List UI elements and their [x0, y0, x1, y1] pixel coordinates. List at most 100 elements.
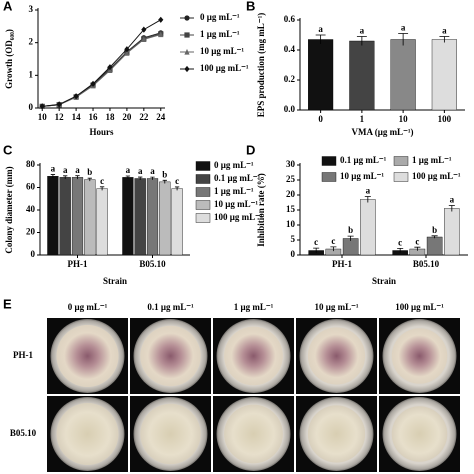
- legend-label: 10 μg mL⁻¹: [200, 46, 244, 56]
- marker: [141, 26, 147, 33]
- panel-label: D: [246, 142, 255, 157]
- x-tick-label: 14: [72, 112, 82, 122]
- panel-label: C: [3, 142, 13, 157]
- y-tick-label: 0.6: [284, 14, 296, 24]
- error-bar: [75, 175, 80, 180]
- legend-label: 0.1 μg mL⁻¹: [340, 155, 387, 165]
- bar: [360, 199, 376, 256]
- colony: [56, 403, 119, 465]
- marker: [158, 16, 164, 23]
- bar: [349, 40, 375, 111]
- error-bar: [138, 176, 143, 180]
- error-bar: [50, 174, 56, 178]
- error-bar: [87, 177, 92, 182]
- colony: [140, 325, 201, 387]
- marker: [73, 93, 79, 100]
- significance-letter: a: [360, 26, 365, 36]
- legend-label: 0.1 μg mL⁻¹: [214, 173, 261, 183]
- y-tick-label: 10: [286, 219, 296, 229]
- significance-letter: a: [442, 26, 447, 36]
- legend-label: 0 μg mL⁻¹: [200, 12, 240, 22]
- error-bar: [397, 248, 404, 253]
- error-bar: [439, 36, 450, 43]
- marker: [39, 103, 45, 110]
- colony: [391, 328, 448, 384]
- y-tick-label: 20: [286, 189, 296, 199]
- error-bar: [398, 33, 409, 46]
- marker: [56, 101, 62, 108]
- error-bar: [174, 186, 180, 191]
- legend-swatch: [195, 213, 211, 223]
- marker: [141, 36, 147, 42]
- line: [42, 34, 161, 107]
- legend-swatch: [321, 156, 337, 166]
- error-bar: [330, 246, 337, 252]
- significance-letter: a: [126, 165, 131, 175]
- significance-letter: a: [318, 24, 323, 34]
- error-bar: [63, 175, 68, 179]
- marker: [90, 80, 96, 87]
- legend-marker: [184, 32, 190, 38]
- column-header: 0 μg mL⁻¹: [68, 302, 108, 312]
- legend-label: 10 μg mL⁻¹: [214, 199, 258, 209]
- significance-letter: c: [175, 176, 179, 186]
- y-tick-label: 60: [26, 182, 36, 192]
- x-tick-label: 1: [360, 114, 365, 124]
- legend-marker: [184, 65, 190, 73]
- bar: [308, 39, 334, 111]
- error-bar: [150, 176, 155, 180]
- y-tick-label: 20: [26, 227, 36, 237]
- error-bar: [356, 36, 367, 46]
- x-tick-label: B05.10: [139, 259, 166, 269]
- panel-label: A: [3, 0, 13, 13]
- significance-letter: b: [432, 225, 437, 235]
- legend-swatch: [195, 161, 211, 171]
- y-tick-label: 3: [29, 4, 34, 14]
- error-bar: [347, 235, 354, 241]
- error-bar: [414, 246, 421, 251]
- y-axis-label: Inhibition rate (%): [256, 173, 266, 247]
- y-tick-label: 0: [29, 102, 34, 112]
- line: [42, 19, 162, 107]
- bar: [47, 176, 59, 256]
- bar: [122, 177, 134, 256]
- y-tick-label: 2: [29, 37, 34, 47]
- x-tick-label: PH-1: [332, 259, 352, 269]
- legend-swatch: [321, 172, 337, 182]
- legend-swatch: [195, 187, 211, 197]
- y-tick-label: 0.2: [284, 74, 296, 84]
- legend-label: 10 μg mL⁻¹: [340, 171, 384, 181]
- significance-letter: b: [162, 169, 167, 179]
- x-tick-label: 24: [156, 112, 166, 122]
- bar: [71, 177, 84, 256]
- significance-letter: c: [314, 237, 318, 247]
- column-header: 0.1 μg mL⁻¹: [147, 302, 194, 312]
- error-bar: [315, 34, 326, 44]
- y-tick-label: 1: [29, 69, 34, 79]
- bar: [431, 39, 457, 111]
- significance-letter: a: [450, 195, 455, 205]
- colony: [307, 327, 366, 385]
- panel-label: B: [246, 0, 255, 13]
- bar: [146, 178, 159, 256]
- bar: [159, 181, 171, 256]
- error-bar: [431, 235, 438, 239]
- colony: [307, 405, 366, 463]
- significance-letter: a: [366, 186, 371, 196]
- x-tick-label: 16: [89, 112, 99, 122]
- legend-label: 100 μg mL⁻¹: [214, 212, 263, 222]
- x-axis-label: Strain: [103, 276, 127, 286]
- error-bar: [364, 196, 371, 203]
- x-axis-label: Hours: [89, 127, 114, 137]
- significance-letter: b: [348, 225, 353, 235]
- y-tick-label: 0: [291, 249, 296, 259]
- legend-swatch: [393, 156, 409, 166]
- y-tick-label: 0.0: [284, 104, 296, 114]
- y-axis-label: EPS production (mg mL⁻¹): [256, 13, 266, 118]
- x-tick-label: PH-1: [68, 259, 88, 269]
- legend-label: 100 μg mL⁻¹: [200, 63, 249, 73]
- y-tick-label: 0: [31, 249, 36, 259]
- line: [42, 32, 161, 107]
- marker: [158, 31, 164, 38]
